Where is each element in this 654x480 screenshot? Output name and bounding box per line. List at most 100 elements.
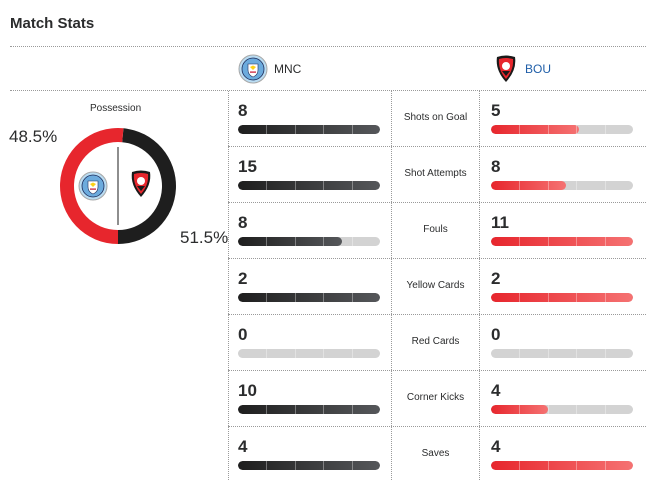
- home-stat-bar-fill: [238, 461, 380, 470]
- stat-label: Red Cards: [411, 336, 460, 347]
- away-stat-value: 4: [491, 381, 501, 400]
- home-stat-bar: [238, 237, 380, 246]
- bar-tick: [294, 125, 296, 134]
- bar-tick: [547, 125, 549, 134]
- away-stat-bar: [491, 181, 633, 190]
- bar-tick: [266, 293, 268, 302]
- row-divider: [228, 146, 646, 147]
- away-stat-value: 8: [491, 157, 501, 176]
- row-divider: [228, 202, 646, 203]
- bar-tick: [266, 349, 268, 358]
- bar-tick: [323, 237, 325, 246]
- away-stat-bar-fill: [491, 125, 580, 134]
- home-stat-value: 4: [238, 437, 248, 456]
- column-divider: [228, 91, 229, 480]
- home-stat-value: 2: [238, 269, 248, 288]
- stat-row: 2 Yellow Cards 2: [228, 259, 646, 315]
- row-divider: [228, 426, 646, 427]
- bar-tick: [576, 125, 578, 134]
- away-stat-value: 11: [491, 213, 509, 232]
- bar-tick: [323, 461, 325, 470]
- bar-tick: [576, 293, 578, 302]
- away-stat-bar-fill: [491, 293, 633, 302]
- home-stat-value: 8: [238, 213, 248, 232]
- stat-label: Saves: [421, 448, 450, 459]
- bar-tick: [547, 405, 549, 414]
- bar-tick: [351, 349, 353, 358]
- bar-tick: [604, 461, 606, 470]
- bar-tick: [576, 181, 578, 190]
- bar-tick: [547, 461, 549, 470]
- home-stat-bar-fill: [238, 405, 380, 414]
- bar-tick: [547, 237, 549, 246]
- away-stat-value: 5: [491, 101, 501, 120]
- away-stat-bar-fill: [491, 461, 633, 470]
- away-stat-bar: [491, 405, 633, 414]
- home-stat-bar: [238, 405, 380, 414]
- away-stat-bar: [491, 293, 633, 302]
- home-stat-value: 8: [238, 101, 248, 120]
- bar-tick: [576, 405, 578, 414]
- bar-tick: [519, 349, 521, 358]
- bar-tick: [351, 405, 353, 414]
- stat-row: 8 Fouls 11: [228, 203, 646, 259]
- home-stat-bar: [238, 461, 380, 470]
- bar-tick: [547, 293, 549, 302]
- divider: [10, 90, 646, 91]
- bournemouth-crest-icon: [496, 55, 516, 82]
- bar-tick: [266, 461, 268, 470]
- stat-row: 4 Saves 4: [228, 427, 646, 480]
- home-team-header[interactable]: MNC: [238, 54, 301, 84]
- home-stat-bar: [238, 293, 380, 302]
- column-divider: [391, 91, 392, 480]
- bar-tick: [323, 125, 325, 134]
- away-stat-bar: [491, 237, 633, 246]
- away-stat-bar: [491, 349, 633, 358]
- away-stat-value: 0: [491, 325, 501, 344]
- stat-label: Shot Attempts: [404, 168, 467, 179]
- bar-tick: [351, 461, 353, 470]
- bar-tick: [604, 125, 606, 134]
- stat-label: Yellow Cards: [406, 280, 465, 291]
- page-title: Match Stats: [10, 15, 95, 32]
- bar-tick: [266, 405, 268, 414]
- bar-tick: [604, 349, 606, 358]
- home-stat-bar: [238, 125, 380, 134]
- away-stat-bar: [491, 461, 633, 470]
- home-team-abbr: MNC: [274, 62, 302, 76]
- stat-label: Shots on Goal: [403, 112, 468, 123]
- bar-tick: [351, 237, 353, 246]
- bar-tick: [266, 181, 268, 190]
- bar-tick: [294, 461, 296, 470]
- bar-tick: [266, 237, 268, 246]
- bar-tick: [604, 293, 606, 302]
- home-stat-value: 0: [238, 325, 248, 344]
- home-stat-bar-fill: [238, 125, 380, 134]
- stat-row: 10 Corner Kicks 4: [228, 371, 646, 427]
- away-possession-arc: [59, 128, 124, 244]
- bar-tick: [294, 181, 296, 190]
- stat-row: 8 Shots on Goal 5: [228, 91, 646, 147]
- home-stat-bar: [238, 349, 380, 358]
- away-team-abbr: BOU: [525, 62, 552, 76]
- away-stat-bar-fill: [491, 181, 567, 190]
- home-possession-arc: [118, 128, 176, 244]
- home-stat-bar: [238, 181, 380, 190]
- bar-tick: [547, 181, 549, 190]
- bar-tick: [519, 293, 521, 302]
- bar-tick: [604, 181, 606, 190]
- row-divider: [228, 258, 646, 259]
- bar-tick: [294, 237, 296, 246]
- bar-tick: [323, 349, 325, 358]
- column-divider: [479, 91, 480, 480]
- row-divider: [228, 370, 646, 371]
- bar-tick: [519, 125, 521, 134]
- home-stat-value: 15: [238, 157, 257, 176]
- home-possession-value: 48.5%: [9, 127, 58, 146]
- manchester-city-crest-icon: [78, 171, 108, 201]
- manchester-city-crest-icon: [238, 54, 268, 84]
- away-team-header[interactable]: BOU: [493, 54, 551, 84]
- bar-tick: [604, 237, 606, 246]
- bar-tick: [323, 405, 325, 414]
- home-stat-bar-fill: [238, 181, 380, 190]
